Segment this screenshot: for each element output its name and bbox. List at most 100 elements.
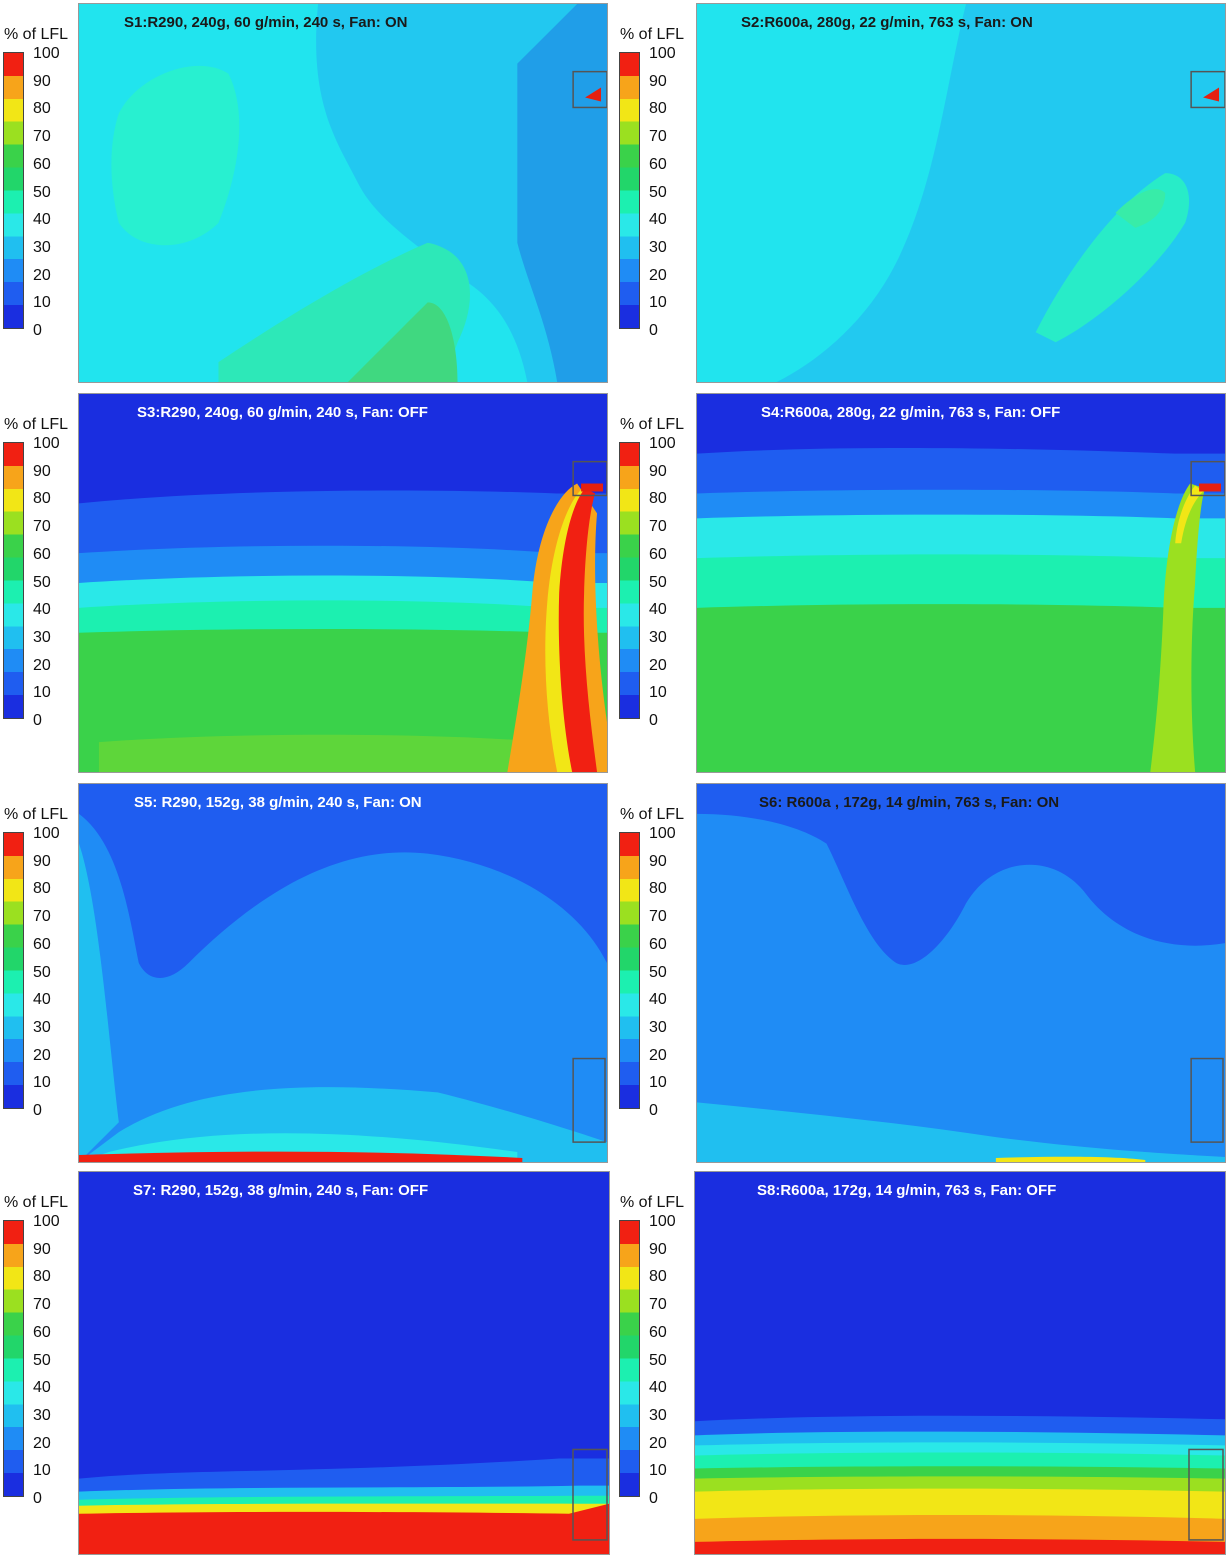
- colorbar-tick-label: 100: [649, 825, 676, 842]
- contour-svg: [79, 394, 607, 772]
- colorbar-tick-label: 30: [33, 1018, 51, 1036]
- colorbar-tick-label: 30: [33, 1406, 51, 1424]
- panel-title: S5: R290, 152g, 38 g/min, 240 s, Fan: ON: [134, 794, 422, 811]
- panel-title: S7: R290, 152g, 38 g/min, 240 s, Fan: OF…: [133, 1182, 429, 1199]
- panel-title: S8:R600a, 172g, 14 g/min, 763 s, Fan: OF…: [757, 1182, 1057, 1199]
- colorbar-tick-label: 100: [649, 45, 676, 62]
- legend: % of LFL 100 90 80 70 60 50 40 30 20 10 0: [616, 390, 692, 778]
- colorbar-tick-label: 30: [649, 628, 667, 646]
- contour-svg: [695, 1172, 1225, 1554]
- region-mid-left: [111, 65, 240, 246]
- contour-svg: [79, 1172, 609, 1554]
- colorbar-tick-label: 0: [649, 1490, 658, 1507]
- colorbar-tick-label: 40: [33, 991, 51, 1009]
- legend-title: % of LFL: [620, 1194, 685, 1211]
- region-plume-core: [1115, 189, 1166, 228]
- colorbar-tick-label: 40: [33, 1379, 51, 1397]
- colorbar: [3, 52, 24, 329]
- legend: % of LFL 100 90 80 70 60 50 40 30 20 10 0: [616, 780, 692, 1168]
- colorbar-tick-label: 30: [649, 238, 667, 256]
- contour-plot: S4:R600a, 280g, 22 g/min, 763 s, Fan: OF…: [696, 393, 1226, 773]
- colorbar-tick-label: 20: [649, 1046, 667, 1064]
- panel-title: S1:R290, 240g, 60 g/min, 240 s, Fan: ON: [124, 14, 408, 31]
- colorbar-tick-label: 50: [649, 573, 667, 591]
- colorbar-tick-label: 70: [649, 1296, 667, 1314]
- colorbar-tick-label: 60: [649, 935, 667, 953]
- colorbar-tick-label: 40: [649, 1379, 667, 1397]
- panel-title: S6: R600a , 172g, 14 g/min, 763 s, Fan: …: [759, 794, 1060, 811]
- contour-plot: S6: R600a , 172g, 14 g/min, 763 s, Fan: …: [696, 783, 1226, 1163]
- colorbar-tick-label: 10: [649, 684, 667, 702]
- colorbar-tick-label: 10: [649, 294, 667, 312]
- leak-source: [585, 87, 602, 102]
- colorbar-tick-label: 60: [649, 1323, 667, 1341]
- colorbar-tick-label: 50: [33, 573, 51, 591]
- panel-title: S3:R290, 240g, 60 g/min, 240 s, Fan: OFF: [137, 404, 428, 421]
- colorbar-tick-label: 50: [33, 1351, 51, 1369]
- panel-s8: % of LFL 100 90 80 70 60 50 40 30 20 10 0 S8:R600a…: [616, 1168, 1228, 1556]
- colorbar-tick-label: 90: [649, 1240, 667, 1258]
- colorbar: [619, 52, 640, 329]
- legend: % of LFL 100 90 80 70 60 50 40 30 20 10 0: [0, 390, 76, 778]
- region-left: [697, 4, 966, 382]
- colorbar-tick-label: 100: [649, 1213, 676, 1230]
- colorbar-tick-label: 60: [649, 155, 667, 173]
- colorbar-tick-label: 0: [33, 1490, 42, 1507]
- contour-svg: [79, 4, 607, 382]
- unit-box: [572, 1448, 608, 1541]
- colorbar-tick-label: 0: [33, 1102, 42, 1119]
- legend-title: % of LFL: [620, 416, 685, 433]
- colorbar-tick-label: 70: [649, 128, 667, 146]
- contour-svg: [697, 4, 1225, 382]
- legend-title: % of LFL: [4, 806, 69, 823]
- colorbar-tick-label: 0: [649, 712, 658, 729]
- panel-s4: % of LFL 100 90 80 70 60 50 40 30 20 10 0 S4:R600a…: [616, 390, 1228, 778]
- legend: % of LFL 100 90 80 70 60 50 40 30 20 10 0: [616, 1168, 692, 1556]
- panel-s1: % of LFL 100 90 80 70 60 50 40 30 20 10 0 S1:R290,…: [0, 0, 612, 388]
- panel-title: S4:R600a, 280g, 22 g/min, 763 s, Fan: OF…: [761, 404, 1061, 421]
- colorbar-tick-label: 30: [33, 238, 51, 256]
- region-top: [79, 784, 607, 978]
- panel-s6: % of LFL 100 90 80 70 60 50 40 30 20 10 0 S6: R600…: [616, 780, 1228, 1168]
- colorbar-tick-label: 60: [33, 155, 51, 173]
- colorbar-tick-label: 20: [33, 1434, 51, 1452]
- colorbar-tick-label: 80: [649, 490, 667, 508]
- contour-plot: S5: R290, 152g, 38 g/min, 240 s, Fan: ON: [78, 783, 608, 1163]
- band-50: [697, 604, 1225, 772]
- leak-source: [581, 483, 604, 492]
- region-left-edge: [79, 843, 119, 1162]
- legend: % of LFL 100 90 80 70 60 50 40 30 20 10 0: [0, 1168, 76, 1556]
- legend: % of LFL 100 90 80 70 60 50 40 30 20 10 0: [0, 780, 76, 1168]
- contour-plot: S2:R600a, 280g, 22 g/min, 763 s, Fan: ON: [696, 3, 1226, 383]
- colorbar-tick-label: 30: [649, 1406, 667, 1424]
- colorbar-tick-label: 70: [33, 128, 51, 146]
- unit-box: [1188, 1448, 1224, 1541]
- legend-title: % of LFL: [620, 26, 685, 43]
- legend: % of LFL 100 90 80 70 60 50 40 30 20 10 0: [616, 0, 692, 388]
- legend: % of LFL 100 90 80 70 60 50 40 30 20 10 0: [0, 0, 76, 388]
- colorbar-tick-label: 60: [33, 545, 51, 563]
- colorbar-tick-label: 70: [649, 518, 667, 536]
- plume-core: [1175, 485, 1204, 544]
- colorbar-tick-label: 10: [33, 1462, 51, 1480]
- colorbar-tick-label: 100: [33, 825, 60, 842]
- colorbar-tick-label: 80: [649, 880, 667, 898]
- colorbar-tick-label: 10: [649, 1462, 667, 1480]
- panel-s2: % of LFL 100 90 80 70 60 50 40 30 20 10 0 S2:R600a…: [616, 0, 1228, 388]
- leak-source: [1199, 483, 1222, 492]
- colorbar-tick-label: 70: [33, 1296, 51, 1314]
- colorbar-tick-label: 90: [33, 1240, 51, 1258]
- colorbar-tick-label: 60: [33, 935, 51, 953]
- contour-plot: S7: R290, 152g, 38 g/min, 240 s, Fan: OF…: [78, 1171, 610, 1555]
- colorbar-tick-label: 90: [649, 462, 667, 480]
- colorbar: [3, 1220, 24, 1497]
- colorbar-tick-label: 100: [33, 1213, 60, 1230]
- leak-source: [1203, 87, 1220, 102]
- panel-title: S2:R600a, 280g, 22 g/min, 763 s, Fan: ON: [741, 14, 1033, 31]
- band-100: [79, 1503, 609, 1554]
- legend-title: % of LFL: [4, 26, 69, 43]
- colorbar: [619, 832, 640, 1109]
- contour-plot: S8:R600a, 172g, 14 g/min, 763 s, Fan: OF…: [694, 1171, 1226, 1555]
- band-50: [79, 629, 607, 772]
- colorbar-tick-label: 90: [649, 72, 667, 90]
